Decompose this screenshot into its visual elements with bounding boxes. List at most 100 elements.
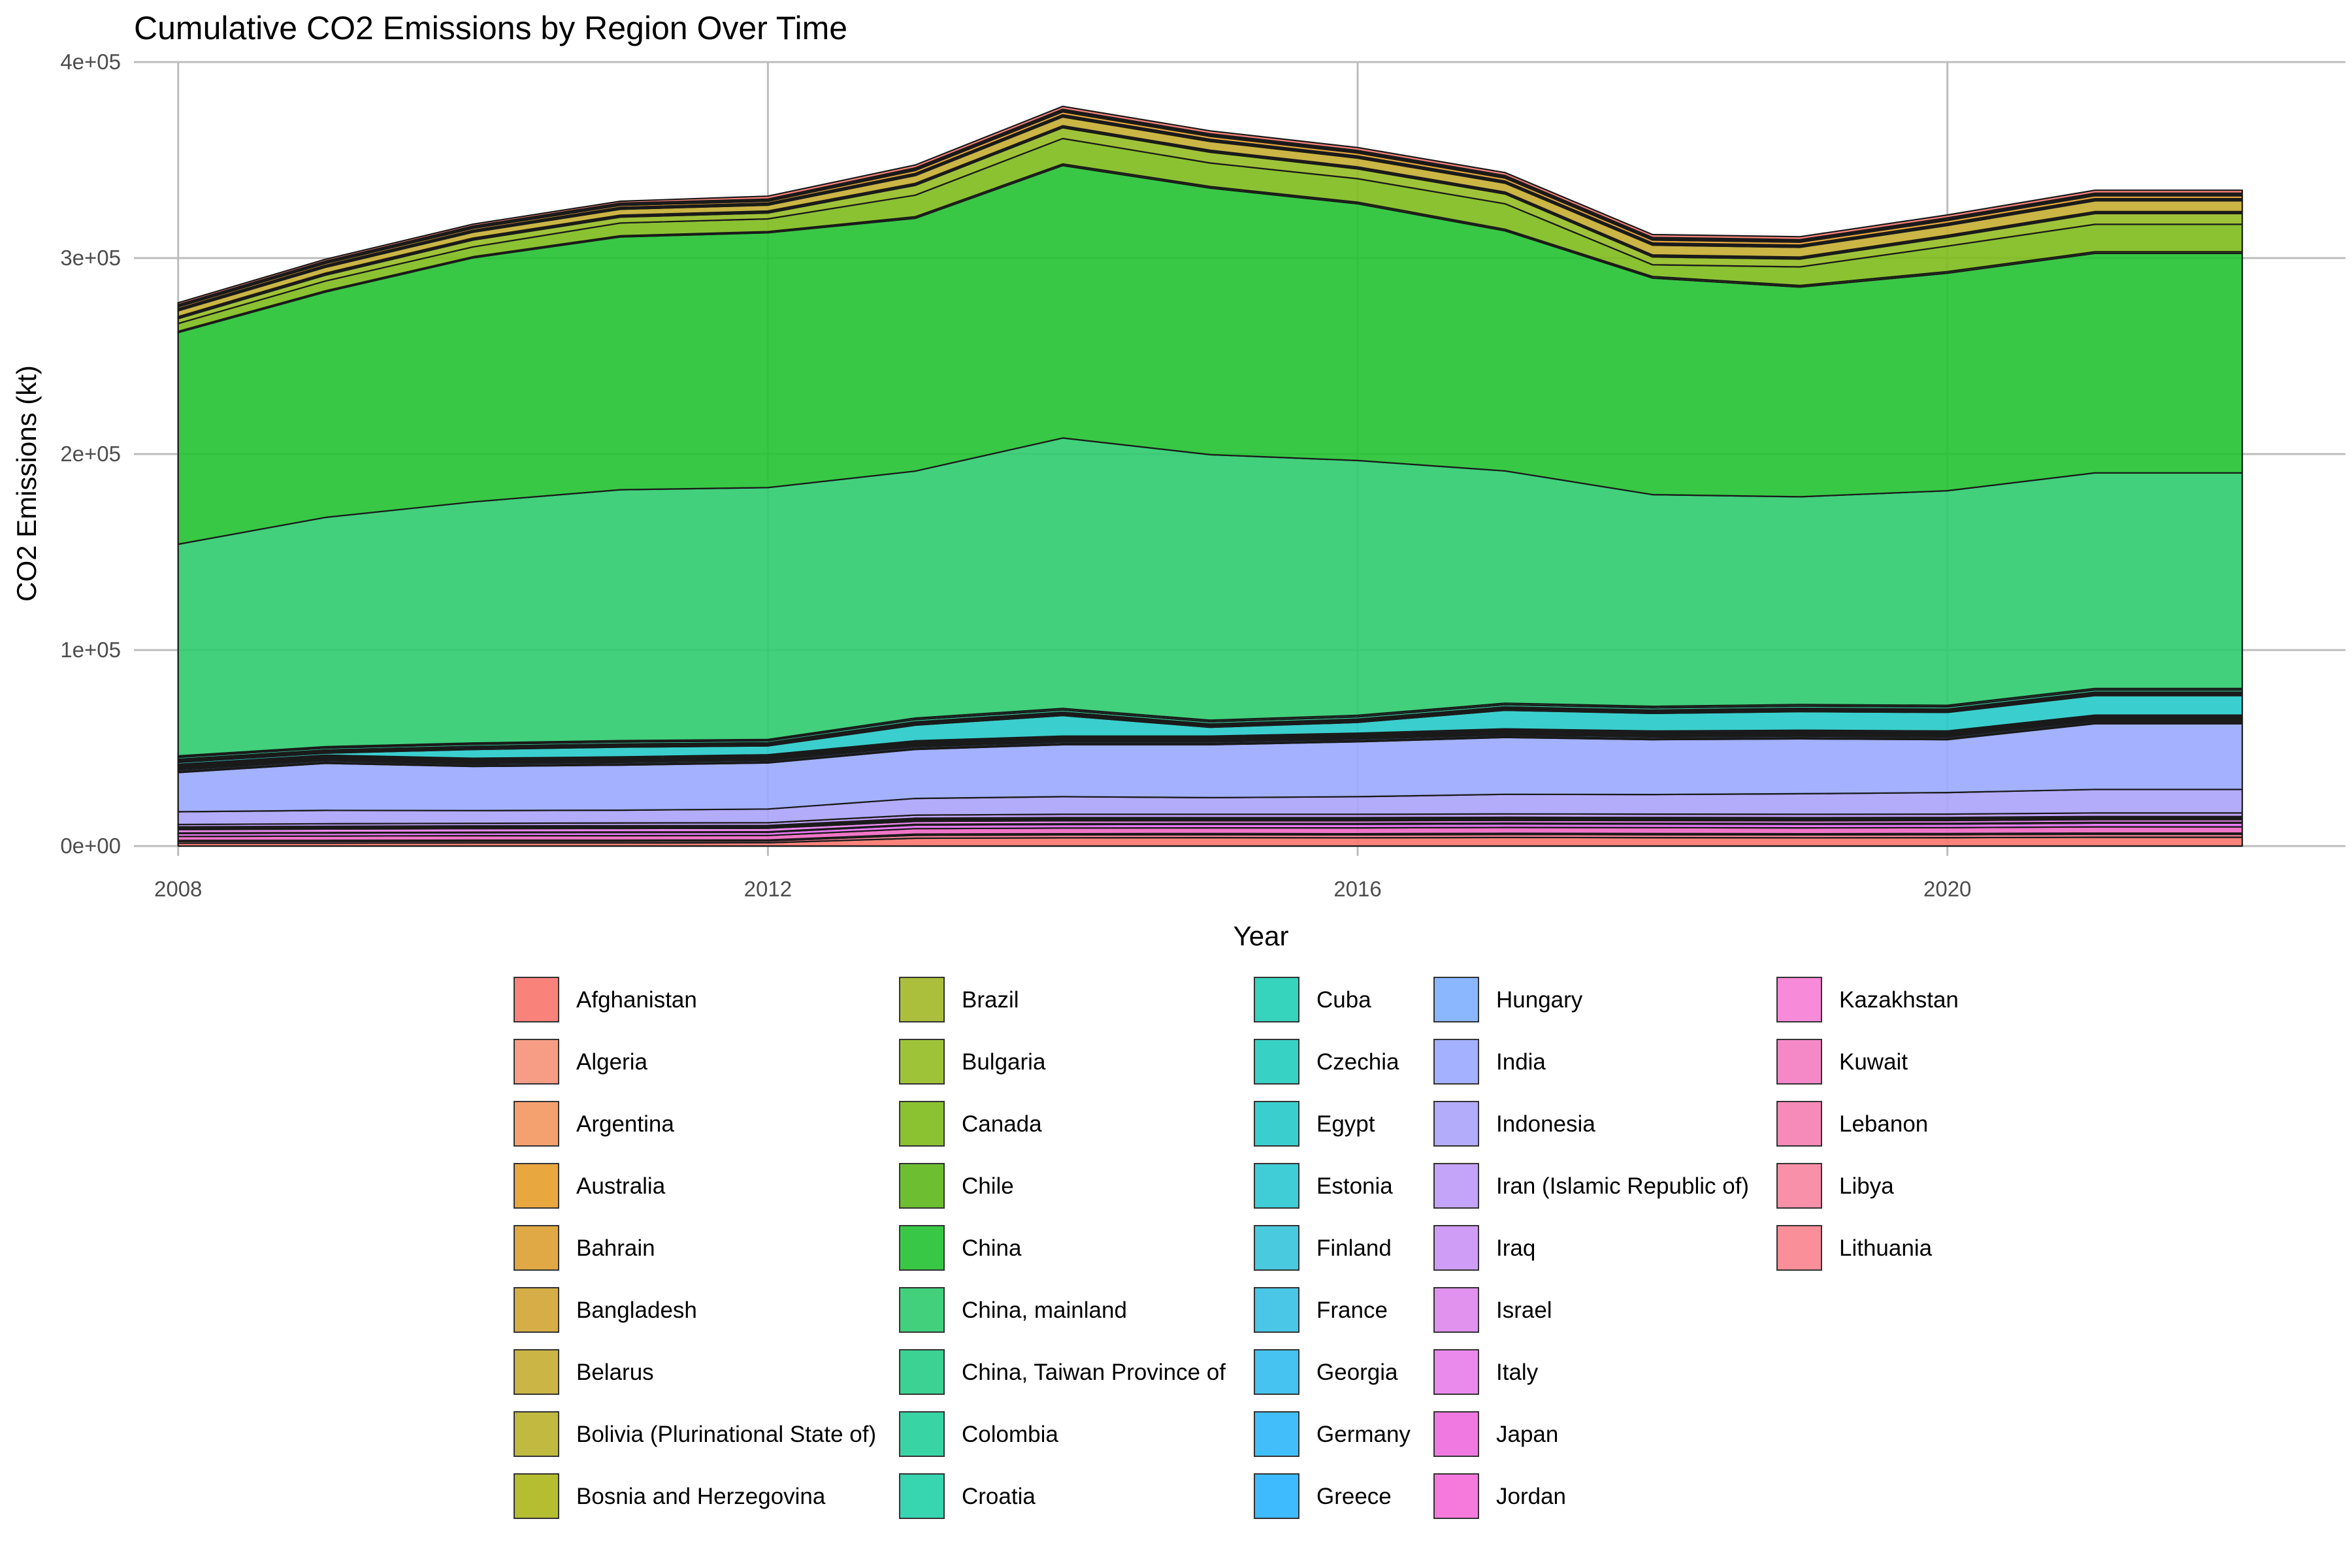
legend-label: Afghanistan	[576, 987, 697, 1013]
legend-swatch	[899, 1473, 945, 1519]
x-axis-title: Year	[1233, 921, 1289, 951]
legend-swatch	[1254, 1039, 1299, 1085]
legend-swatch	[514, 1411, 559, 1457]
legend-item-italy: Italy	[1433, 1349, 1539, 1395]
legend-label: Indonesia	[1496, 1111, 1595, 1137]
legend-label: Jordan	[1496, 1484, 1566, 1509]
legend-item-iran-islamic-republic-of-: Iran (Islamic Republic of)	[1433, 1163, 1749, 1209]
legend-label: China, mainland	[962, 1298, 1127, 1323]
legend-swatch	[1776, 1225, 1822, 1271]
legend-label: Iran (Islamic Republic of)	[1496, 1173, 1749, 1199]
legend-swatch	[1254, 1411, 1299, 1457]
legend: Afghanistan Algeria Argentina Australia Bahr…	[514, 977, 1959, 1519]
legend-item-bangladesh: Bangladesh	[514, 1287, 697, 1333]
legend-item-bosnia-and-herzegovina: Bosnia and Herzegovina	[514, 1473, 826, 1519]
legend-swatch	[514, 977, 559, 1022]
area-afghanistan	[177, 105, 2244, 306]
legend-label: Croatia	[962, 1484, 1036, 1509]
legend-item-indonesia: Indonesia	[1433, 1101, 1595, 1147]
chart-title: Cumulative CO2 Emissions by Region Over …	[134, 10, 847, 46]
legend-item-afghanistan: Afghanistan	[514, 977, 697, 1022]
x-tick-label: 2008	[154, 877, 202, 901]
legend-swatch	[1254, 1473, 1299, 1519]
x-tick-label: 2012	[744, 877, 792, 901]
y-tick-label: 0e+00	[60, 834, 121, 858]
legend-label: China, Taiwan Province of	[962, 1360, 1226, 1385]
legend-item-germany: Germany	[1254, 1411, 1411, 1457]
legend-swatch	[899, 1163, 945, 1209]
legend-swatch	[1433, 1287, 1479, 1333]
legend-item-canada: Canada	[899, 1101, 1042, 1147]
legend-swatch	[1433, 1163, 1479, 1209]
legend-item-brazil: Brazil	[899, 977, 1019, 1022]
legend-swatch	[1433, 1411, 1479, 1457]
y-tick-label: 1e+05	[60, 638, 121, 662]
legend-swatch	[514, 1287, 559, 1333]
legend-label: Argentina	[576, 1111, 674, 1137]
x-axis-ticks: 2008 2012 2016 2020	[154, 877, 1971, 901]
legend-swatch	[899, 1039, 945, 1085]
legend-label: Brazil	[962, 987, 1019, 1013]
legend-item-colombia: Colombia	[899, 1411, 1058, 1457]
legend-swatch	[1254, 977, 1299, 1022]
legend-label: Hungary	[1496, 987, 1583, 1013]
legend-swatch	[1776, 1039, 1822, 1085]
y-axis-ticks: 0e+00 1e+05 2e+05 3e+05 4e+05	[60, 50, 121, 858]
legend-swatch	[1254, 1101, 1299, 1147]
legend-item-israel: Israel	[1433, 1287, 1552, 1333]
legend-label: Colombia	[962, 1422, 1058, 1447]
legend-label: Iraq	[1496, 1235, 1535, 1261]
legend-label: Japan	[1496, 1422, 1558, 1447]
legend-label: Bulgaria	[962, 1049, 1046, 1075]
legend-swatch	[899, 1287, 945, 1333]
legend-swatch	[514, 1039, 559, 1085]
legend-item-czechia: Czechia	[1254, 1039, 1399, 1085]
legend-swatch	[1776, 977, 1822, 1022]
legend-swatch	[1433, 1473, 1479, 1519]
legend-swatch	[899, 1101, 945, 1147]
legend-swatch	[899, 977, 945, 1022]
legend-item-estonia: Estonia	[1254, 1163, 1393, 1209]
legend-item-greece: Greece	[1254, 1473, 1392, 1519]
legend-label: Finland	[1316, 1235, 1392, 1261]
legend-label: Bolivia (Plurinational State of)	[576, 1422, 876, 1447]
legend-item-libya: Libya	[1776, 1163, 1894, 1209]
legend-item-australia: Australia	[514, 1163, 666, 1209]
stacked-areas	[177, 105, 2244, 847]
legend-label: Lebanon	[1839, 1111, 1928, 1137]
legend-item-finland: Finland	[1254, 1225, 1392, 1271]
legend-label: Bangladesh	[576, 1298, 697, 1323]
legend-label: Libya	[1839, 1173, 1894, 1199]
legend-swatch	[899, 1225, 945, 1271]
legend-label: Egypt	[1316, 1111, 1375, 1137]
legend-item-belarus: Belarus	[514, 1349, 654, 1395]
legend-item-chile: Chile	[899, 1163, 1014, 1209]
legend-item-china-mainland: China, mainland	[899, 1287, 1127, 1333]
legend-item-algeria: Algeria	[514, 1039, 647, 1085]
legend-swatch	[1254, 1349, 1299, 1395]
y-tick-label: 4e+05	[60, 50, 121, 74]
x-tick-label: 2016	[1333, 877, 1381, 901]
legend-item-hungary: Hungary	[1433, 977, 1583, 1022]
legend-label: Czechia	[1316, 1049, 1399, 1075]
legend-label: India	[1496, 1049, 1546, 1075]
legend-label: Bosnia and Herzegovina	[576, 1484, 826, 1509]
legend-item-argentina: Argentina	[514, 1101, 674, 1147]
legend-label: Georgia	[1316, 1360, 1398, 1385]
legend-label: China	[962, 1235, 1022, 1261]
legend-item-cuba: Cuba	[1254, 977, 1371, 1022]
legend-swatch	[1433, 977, 1479, 1022]
y-tick-label: 2e+05	[60, 442, 121, 466]
legend-item-bahrain: Bahrain	[514, 1225, 655, 1271]
legend-swatch	[1433, 1225, 1479, 1271]
legend-label: Germany	[1316, 1422, 1411, 1447]
legend-label: Belarus	[576, 1360, 654, 1385]
legend-item-china: China	[899, 1225, 1022, 1271]
legend-item-jordan: Jordan	[1433, 1473, 1566, 1519]
legend-item-bulgaria: Bulgaria	[899, 1039, 1046, 1085]
legend-swatch	[514, 1349, 559, 1395]
legend-label: Greece	[1316, 1484, 1392, 1509]
legend-label: Israel	[1496, 1298, 1552, 1323]
y-tick-label: 3e+05	[60, 246, 121, 270]
